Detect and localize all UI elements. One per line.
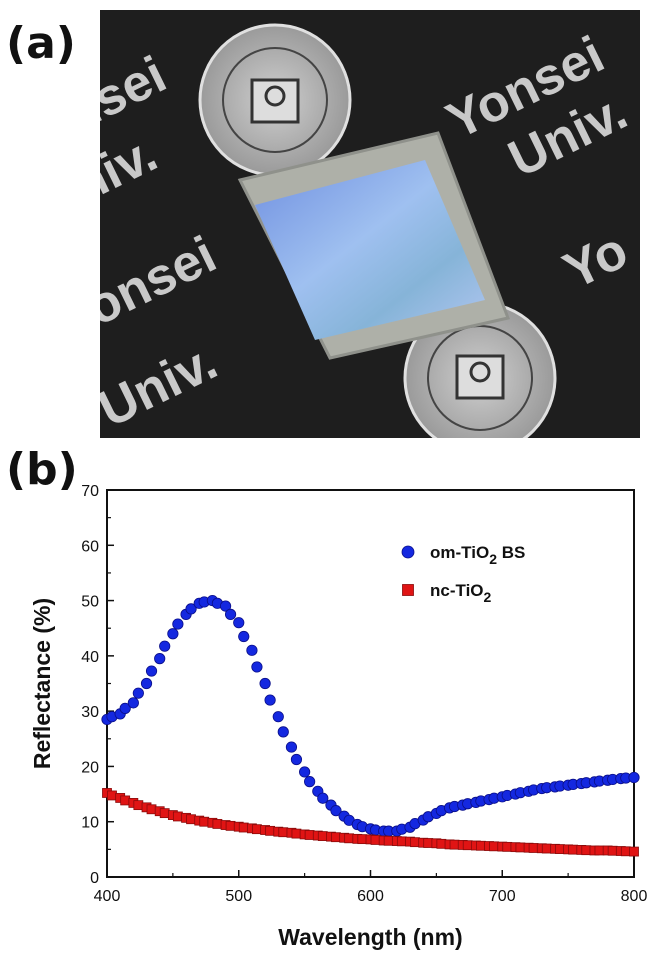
data-point xyxy=(172,618,184,630)
data-point xyxy=(159,640,171,652)
x-tick-label: 800 xyxy=(621,888,648,905)
legend-label: om-TiO2 BS xyxy=(430,543,525,567)
data-point xyxy=(515,842,526,853)
data-point xyxy=(475,840,486,851)
data-point xyxy=(259,677,271,690)
panel-label-a: (a) xyxy=(6,18,76,69)
data-point xyxy=(489,841,499,852)
data-point xyxy=(462,840,473,851)
data-point xyxy=(344,833,355,844)
data-point xyxy=(146,804,157,815)
x-tick-label: 600 xyxy=(357,888,384,905)
data-point xyxy=(167,628,179,640)
legend-label: nc-TiO2 xyxy=(430,581,492,605)
data-point xyxy=(331,832,341,843)
data-point xyxy=(145,665,158,677)
data-point xyxy=(272,711,284,723)
data-point xyxy=(423,838,434,848)
y-tick-label: 50 xyxy=(81,594,99,611)
data-point xyxy=(133,800,144,811)
legend: om-TiO2 BS nc-TiO2 xyxy=(401,543,525,605)
sample-photo: Yonsei Univ. Yonsei Univ. Yonsei Univ. Y… xyxy=(100,10,640,438)
data-point xyxy=(594,845,605,856)
data-point xyxy=(224,608,237,620)
x-axis-title: Wavelength (nm) xyxy=(278,924,462,950)
data-point xyxy=(185,603,197,615)
data-point xyxy=(304,776,316,788)
y-tick-label: 30 xyxy=(81,704,99,721)
data-point xyxy=(317,831,328,841)
series-nc-tio2 xyxy=(102,788,639,857)
data-point xyxy=(628,771,640,784)
data-point xyxy=(410,837,420,848)
data-point xyxy=(127,697,139,709)
data-point xyxy=(555,844,565,854)
y-axis-title: Reflectance (%) xyxy=(29,598,55,769)
data-point xyxy=(357,834,368,845)
data-point xyxy=(278,827,289,838)
data-point xyxy=(225,820,236,831)
data-point xyxy=(172,811,183,822)
y-tick-label: 10 xyxy=(81,815,99,832)
x-tick-label: 700 xyxy=(489,888,516,905)
reflectance-chart: 400 500 600 700 800 0 10 20 30 40 50 60 70 Wavelength… xyxy=(29,483,648,950)
y-tick-label: 20 xyxy=(81,759,99,776)
data-point xyxy=(304,830,315,840)
data-point xyxy=(607,845,618,856)
data-point xyxy=(277,726,289,738)
data-point xyxy=(246,644,258,656)
data-point xyxy=(238,630,250,643)
data-point xyxy=(285,741,298,753)
data-point xyxy=(120,795,131,806)
data-point xyxy=(107,790,117,801)
data-point xyxy=(299,766,311,778)
data-point xyxy=(383,835,394,846)
y-tick-label: 60 xyxy=(81,538,99,555)
data-point xyxy=(502,841,513,852)
university-seal xyxy=(198,23,352,177)
data-point xyxy=(186,814,196,825)
data-point xyxy=(330,805,342,817)
data-point xyxy=(154,653,166,665)
data-point xyxy=(629,846,639,857)
data-point xyxy=(528,843,539,853)
university-seal xyxy=(403,301,557,438)
legend-marker-circle xyxy=(401,545,415,559)
data-point xyxy=(140,677,153,690)
data-point xyxy=(119,702,131,714)
data-point xyxy=(436,838,447,849)
glass-substrate xyxy=(237,131,511,360)
data-point xyxy=(264,694,276,706)
data-point xyxy=(291,828,302,839)
data-point xyxy=(132,687,144,699)
data-point xyxy=(449,839,460,850)
data-point xyxy=(620,846,631,857)
data-point xyxy=(317,792,329,804)
data-point xyxy=(159,808,170,819)
y-tick-label: 40 xyxy=(81,649,99,666)
data-point xyxy=(541,843,552,854)
data-point xyxy=(370,835,381,845)
legend-marker-square xyxy=(402,584,414,596)
data-point xyxy=(219,600,232,612)
data-point xyxy=(251,661,263,673)
x-tick-label: 500 xyxy=(225,888,252,905)
data-point xyxy=(568,844,579,855)
photonic-film xyxy=(255,160,485,340)
x-tick-label: 400 xyxy=(94,888,121,905)
data-point xyxy=(581,845,592,856)
panel-label-b: (b) xyxy=(6,444,78,495)
data-point xyxy=(396,836,407,847)
data-point xyxy=(212,819,223,829)
y-tick-label: 0 xyxy=(90,870,99,887)
data-point xyxy=(265,825,276,836)
data-point xyxy=(252,824,262,835)
data-point xyxy=(199,816,210,827)
data-point xyxy=(233,617,245,629)
series-om-tio2-bs xyxy=(101,594,640,837)
y-tick-label: 70 xyxy=(81,483,99,500)
data-point xyxy=(238,822,249,833)
data-point xyxy=(290,753,303,766)
